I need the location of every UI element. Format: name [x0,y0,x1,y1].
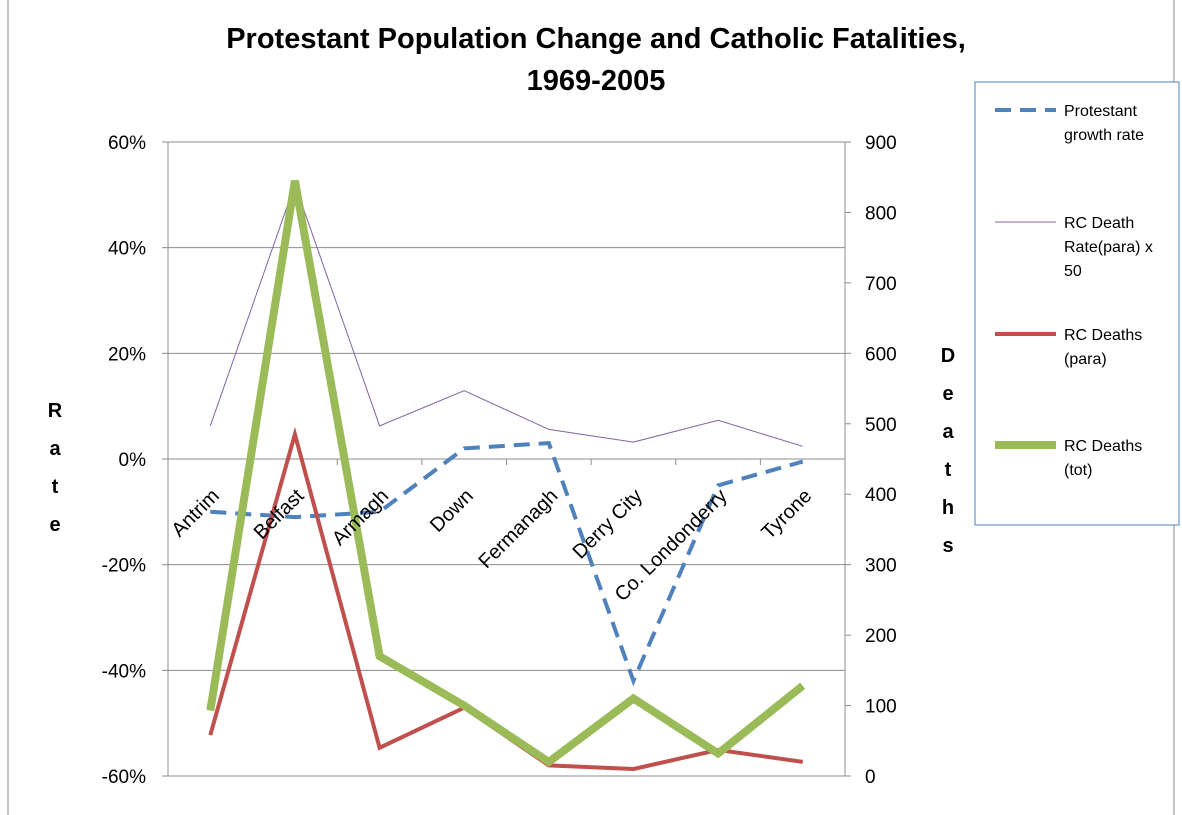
chart-title-line2: 1969-2005 [527,65,666,97]
right-tick-label: 200 [865,626,897,647]
left-tick-label: 60% [108,133,146,154]
left-tick-label: 0% [119,450,147,471]
left-axis-title-letter: t [52,476,59,498]
legend: Protestant growth rate RC Death Rate(para) … [974,81,1180,526]
left-axis-title-letter: R [48,400,63,422]
right-tick-label: 0 [865,767,876,788]
category-label: Down [426,485,478,537]
right-tick-label: 500 [865,415,897,436]
right-tick-label: 800 [865,203,897,224]
right-axis-title-letter: D [941,345,955,367]
category-label: Derry City [569,485,647,563]
right-tick-label: 400 [865,485,897,506]
right-axis-title-letter: t [945,459,952,481]
left-axis-ticks: 60% 40% 20% 0% -20% -40% -60% [102,133,168,788]
left-axis-title-letter: e [49,514,60,536]
left-axis-title-letter: a [49,438,61,460]
series-layer [206,179,806,772]
left-tick-label: -20% [102,556,146,577]
legend-label: Protestant [1064,103,1137,120]
category-label: Fermanagh [474,485,562,573]
right-axis-title-letter: e [942,383,953,405]
legend-label: growth rate [1064,127,1144,144]
right-axis-title: Deaths [941,345,955,557]
legend-label: Rate(para) x [1064,239,1153,256]
right-axis-title-letter: s [942,535,953,557]
left-tick-label: -40% [102,661,146,682]
right-axis-ticks: 900 800 700 600 500 400 300 200 100 0 [845,133,897,788]
right-tick-label: 700 [865,274,897,295]
legend-label: RC Death [1064,215,1134,232]
series-line [210,441,804,687]
right-tick-label: 100 [865,697,897,718]
right-tick-label: 600 [865,344,897,365]
series-line [209,182,803,447]
left-tick-label: 20% [108,344,146,365]
right-tick-label: 300 [865,556,897,577]
left-axis-title: Rate [48,400,63,536]
legend-label: 50 [1064,263,1082,280]
right-axis-title-letter: h [942,497,954,519]
legend-label: RC Deaths [1064,438,1142,455]
chart-title: Protestant Population Change and Catholi… [226,23,966,55]
legend-label: (tot) [1064,462,1092,479]
legend-label: (para) [1064,351,1107,368]
series-line [206,179,806,767]
right-tick-label: 900 [865,133,897,154]
left-tick-label: 40% [108,239,146,260]
legend-label: RC Deaths [1064,327,1142,344]
right-axis-title-letter: a [942,421,954,443]
axes [167,142,846,776]
series-line [208,426,803,772]
legend-box [974,81,1180,526]
left-tick-label: -60% [102,767,146,788]
category-label: Tyrone [757,485,816,544]
